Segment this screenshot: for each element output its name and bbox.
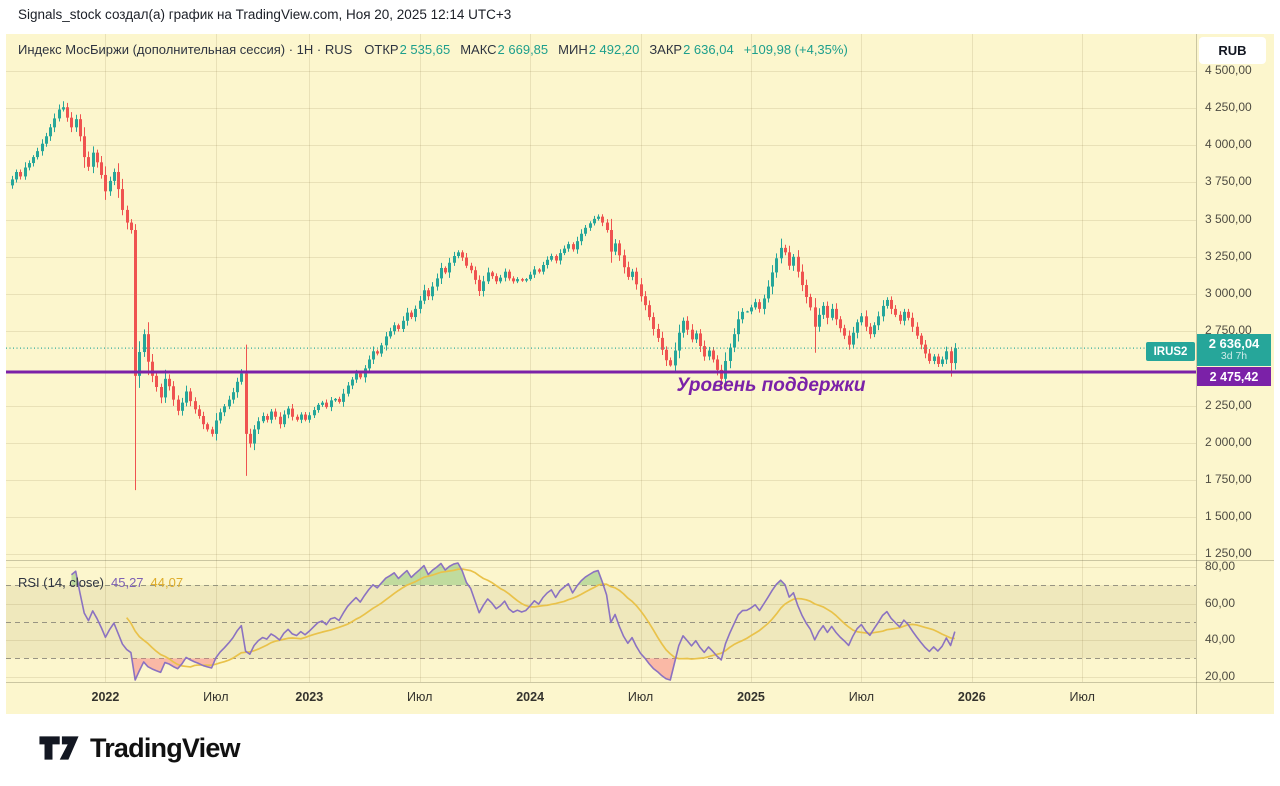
high-label: МАКС <box>460 42 497 57</box>
time-axis-label: Июл <box>1069 690 1095 704</box>
time-axis-label: Июл <box>203 690 229 704</box>
rsi-axis-label: 80,00 <box>1205 559 1236 573</box>
series-tag: IRUS2 <box>1146 342 1195 361</box>
high-value: 2 669,85 <box>497 42 549 57</box>
time-axis-label: 2023 <box>295 690 324 704</box>
close-value: 2 636,04 <box>683 42 734 57</box>
tradingview-logo-icon <box>39 736 79 760</box>
time-axis-label: Июл <box>627 690 654 704</box>
rsi-title: RSI (14, close) <box>18 575 104 590</box>
open-value: 2 535,65 <box>399 42 451 57</box>
ohlc-low: МИН2 492,20 <box>558 42 639 57</box>
rsi-axis-label: 40,00 <box>1205 632 1236 646</box>
rsi-legend[interactable]: RSI (14, close) 45,27 44,07 <box>18 575 183 590</box>
tradingview-logo[interactable]: TradingView <box>38 731 241 765</box>
currency-button[interactable]: RUB <box>1199 37 1266 64</box>
low-value: 2 492,20 <box>588 42 640 57</box>
tradingview-logo-text: TradingView <box>90 732 241 763</box>
price-axis-label: 1 500,00 <box>1205 509 1252 524</box>
bar-countdown: 3d 7h <box>1220 350 1248 363</box>
time-axis-label: 2025 <box>737 690 765 704</box>
price-axis-label: 4 000,00 <box>1205 137 1252 152</box>
chart-background[interactable] <box>6 34 1274 714</box>
close-label-text: ЗАКР <box>649 42 683 57</box>
chart-legend[interactable]: Индекс МосБиржи (дополнительная сессия) … <box>18 42 848 57</box>
price-axis-label: 3 250,00 <box>1205 248 1252 263</box>
support-annotation[interactable]: Уровень поддержки <box>676 375 866 396</box>
price-axis-label: 2 000,00 <box>1205 434 1252 449</box>
price-axis-label: 4 250,00 <box>1205 100 1252 114</box>
support-price-label: 2 475,42 <box>1197 367 1271 386</box>
open-label: ОТКР <box>364 42 399 57</box>
rsi-axis-label: 20,00 <box>1205 668 1236 683</box>
time-axis-label: 2024 <box>516 690 545 704</box>
time-axis-label: 2026 <box>957 690 986 704</box>
price-axis-label: 3 750,00 <box>1205 174 1252 189</box>
price-axis-label: 1 750,00 <box>1205 472 1252 486</box>
time-axis-label: 2022 <box>91 690 120 704</box>
rsi-ma-value: 44,07 <box>150 575 184 590</box>
symbol-title[interactable]: Индекс МосБиржи (дополнительная сессия) … <box>18 42 353 57</box>
last-price-value: 2 636,04 <box>1208 336 1260 352</box>
price-axis-label: 3 000,00 <box>1205 286 1252 300</box>
rsi-value: 45,27 <box>111 575 144 590</box>
price-axis-label: 1 250,00 <box>1205 546 1252 561</box>
price-axis-label: 2 750,00 <box>1205 323 1252 338</box>
price-axis-label: 4 500,00 <box>1205 62 1252 77</box>
price-axis-label: 3 500,00 <box>1205 211 1252 226</box>
ohlc-open: ОТКР2 535,65 <box>364 42 450 57</box>
time-axis-label: Июл <box>848 690 875 704</box>
time-axis-label: Июл <box>407 690 433 704</box>
ohlc-close: ЗАКР2 636,04 <box>649 42 733 57</box>
price-axis-label: 2 250,00 <box>1205 397 1252 412</box>
last-price-label: 2 636,04 3d 7h <box>1197 334 1271 366</box>
rsi-axis-label: 60,00 <box>1205 595 1236 610</box>
attribution-text: Signals_stock создал(а) график на Tradin… <box>18 7 512 22</box>
change-value: +109,98 (+4,35%) <box>743 42 848 57</box>
ohlc-high: МАКС2 669,85 <box>460 42 548 57</box>
low-label: МИН <box>558 42 588 57</box>
